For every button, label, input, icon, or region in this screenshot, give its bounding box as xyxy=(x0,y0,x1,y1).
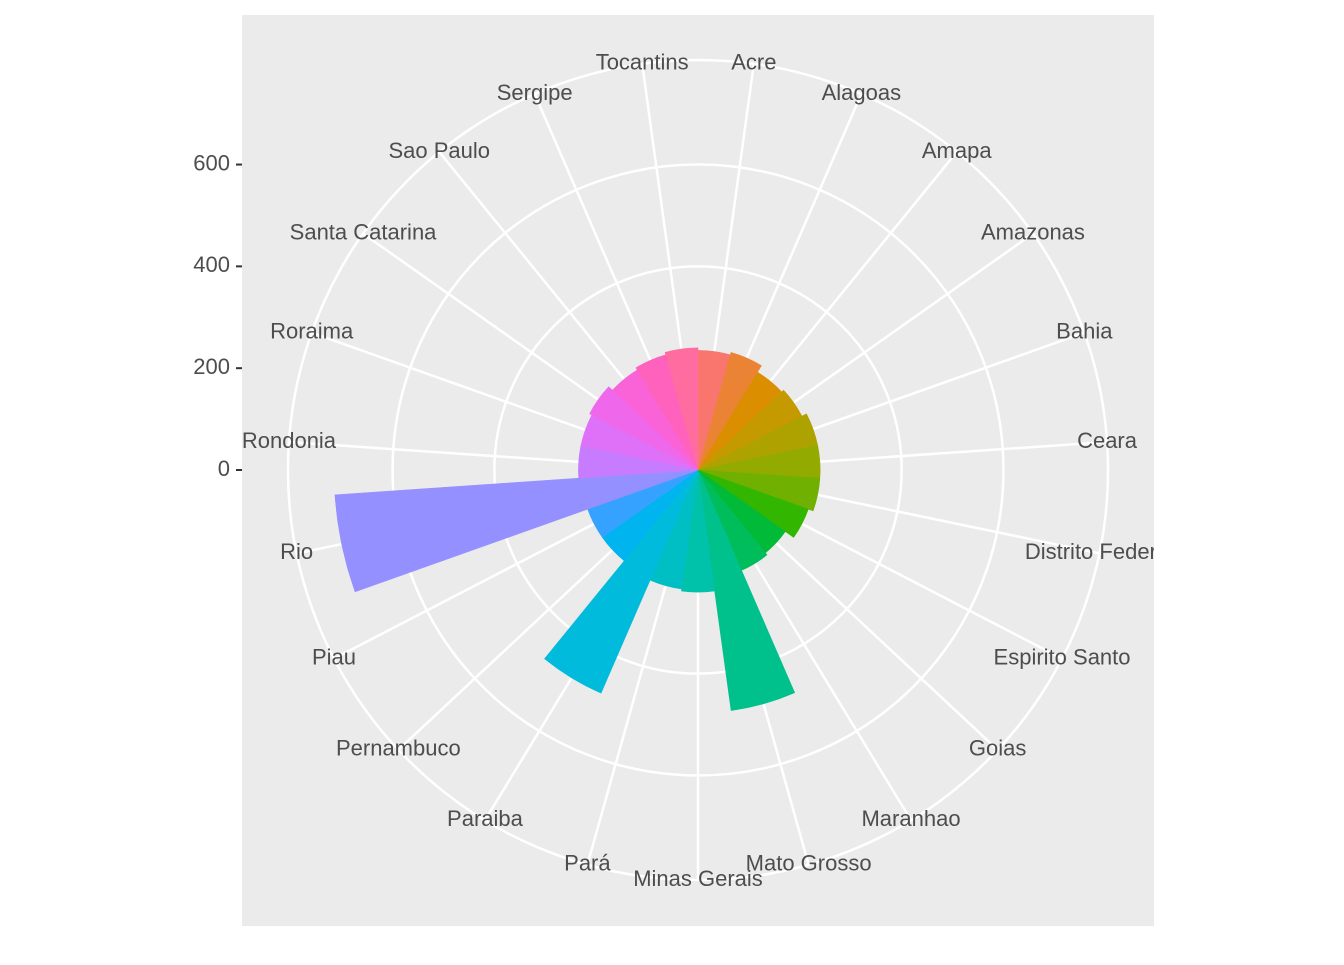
y-tick-label: 200 xyxy=(193,354,230,379)
category-label: Rio xyxy=(280,539,313,564)
bar xyxy=(664,347,699,471)
category-label: Paraiba xyxy=(447,806,524,831)
category-label: Sergipe xyxy=(497,80,573,105)
y-tick-label: 600 xyxy=(193,150,230,175)
category-label: Tocantins xyxy=(596,50,689,75)
category-label: Amapa xyxy=(922,138,992,163)
category-label: Santa Catarina xyxy=(290,219,438,244)
category-label: Piau xyxy=(312,644,356,669)
category-label: Minas Gerais xyxy=(633,866,763,891)
category-label: Goias xyxy=(969,736,1026,761)
bar xyxy=(589,386,699,471)
category-label: Acre xyxy=(731,50,776,75)
bar xyxy=(697,352,762,471)
category-label: Ceara xyxy=(1077,428,1138,453)
bar xyxy=(544,469,699,694)
bar xyxy=(681,469,715,593)
bar xyxy=(697,469,809,538)
category-label: Pernambuco xyxy=(336,736,461,761)
category-label: Bahia xyxy=(1056,319,1113,344)
category-label: Rondonia xyxy=(242,428,337,453)
margin xyxy=(1154,0,1344,960)
category-label: Roraima xyxy=(270,319,354,344)
bar xyxy=(697,469,821,512)
category-label: Maranhao xyxy=(861,806,960,831)
category-label: Distrito Federal xyxy=(1025,539,1174,564)
bar xyxy=(697,469,796,711)
y-tick-label: 400 xyxy=(193,252,230,277)
category-label: Sao Paulo xyxy=(388,138,490,163)
category-label: Espirito Santo xyxy=(994,644,1131,669)
bar xyxy=(334,469,699,593)
category-label: Mato Grosso xyxy=(746,851,872,876)
category-label: Alagoas xyxy=(822,80,902,105)
category-label: Amazonas xyxy=(981,219,1085,244)
category-label: Pará xyxy=(564,851,611,876)
y-tick-label: 0 xyxy=(218,456,230,481)
